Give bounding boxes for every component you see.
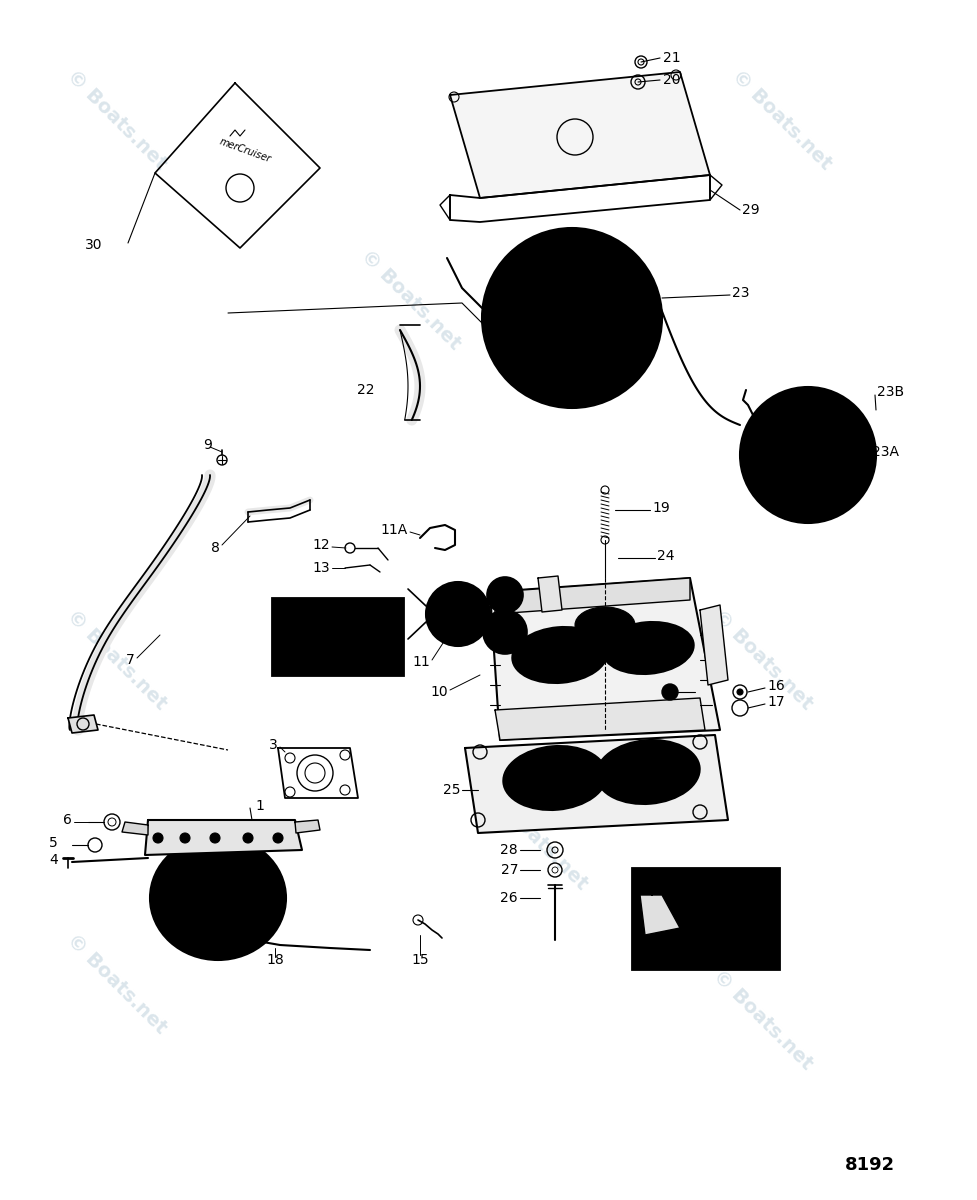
Text: © Boats.net: © Boats.net xyxy=(357,246,464,354)
Text: 30: 30 xyxy=(84,238,102,252)
Circle shape xyxy=(152,833,163,842)
Text: 10: 10 xyxy=(430,685,447,698)
Polygon shape xyxy=(494,578,690,614)
Text: 2: 2 xyxy=(700,868,708,882)
Text: 9: 9 xyxy=(203,438,212,452)
Circle shape xyxy=(740,386,875,523)
Text: 17: 17 xyxy=(766,695,784,709)
Circle shape xyxy=(210,833,220,842)
Text: 8192: 8192 xyxy=(844,1156,894,1174)
Text: 13: 13 xyxy=(312,560,329,575)
Polygon shape xyxy=(537,576,562,612)
Circle shape xyxy=(180,833,190,842)
Text: 18: 18 xyxy=(266,953,283,967)
Text: 23A: 23A xyxy=(871,445,898,458)
Text: 27: 27 xyxy=(500,863,518,877)
Text: 12: 12 xyxy=(312,538,329,552)
Circle shape xyxy=(737,689,743,695)
Text: 14: 14 xyxy=(319,613,337,626)
Text: 28: 28 xyxy=(500,842,518,857)
Text: 19: 19 xyxy=(652,502,669,515)
Text: 15: 15 xyxy=(410,953,428,967)
Text: 5: 5 xyxy=(49,836,58,850)
Circle shape xyxy=(636,271,649,283)
Text: 29: 29 xyxy=(742,203,759,217)
Circle shape xyxy=(494,271,506,283)
Text: 23: 23 xyxy=(731,286,748,300)
Circle shape xyxy=(242,833,253,842)
Text: 6: 6 xyxy=(64,814,72,827)
Circle shape xyxy=(426,582,489,646)
Text: 21: 21 xyxy=(662,52,680,65)
Ellipse shape xyxy=(596,740,700,804)
Bar xyxy=(631,868,780,970)
Bar xyxy=(272,598,404,676)
Polygon shape xyxy=(68,715,98,733)
Polygon shape xyxy=(449,72,709,198)
Text: 24: 24 xyxy=(657,550,674,563)
Circle shape xyxy=(482,228,661,408)
Ellipse shape xyxy=(502,746,607,810)
Circle shape xyxy=(567,313,576,323)
Text: 16: 16 xyxy=(766,679,784,692)
Text: 20: 20 xyxy=(662,73,680,88)
Circle shape xyxy=(803,451,811,458)
Ellipse shape xyxy=(574,607,634,643)
Text: 11: 11 xyxy=(412,655,430,670)
Ellipse shape xyxy=(512,626,608,683)
Polygon shape xyxy=(700,605,727,685)
Text: © Boats.net: © Boats.net xyxy=(708,606,816,714)
Circle shape xyxy=(487,577,523,613)
Circle shape xyxy=(494,353,506,365)
Text: © Boats.net: © Boats.net xyxy=(64,606,171,714)
Text: © Boats.net: © Boats.net xyxy=(728,66,835,174)
Text: 11A: 11A xyxy=(380,523,407,538)
Text: © Boats.net: © Boats.net xyxy=(708,966,816,1074)
Circle shape xyxy=(661,684,677,700)
Polygon shape xyxy=(464,734,727,833)
Text: 25: 25 xyxy=(442,782,459,797)
Polygon shape xyxy=(122,822,148,835)
Polygon shape xyxy=(295,820,319,833)
Text: © Boats.net: © Boats.net xyxy=(64,66,171,174)
Circle shape xyxy=(273,833,282,842)
Text: © Boats.net: © Boats.net xyxy=(64,930,171,1038)
Text: 8: 8 xyxy=(211,541,220,554)
Text: 3: 3 xyxy=(269,738,277,752)
Ellipse shape xyxy=(602,622,693,674)
Polygon shape xyxy=(145,820,302,854)
Text: 26: 26 xyxy=(500,890,518,905)
Polygon shape xyxy=(639,895,679,935)
Circle shape xyxy=(483,610,527,654)
Polygon shape xyxy=(494,698,704,740)
Circle shape xyxy=(636,353,649,365)
Text: 1: 1 xyxy=(255,799,264,814)
Text: © Boats.net: © Boats.net xyxy=(484,786,591,894)
Text: 7: 7 xyxy=(126,653,135,667)
Text: 4: 4 xyxy=(49,853,58,866)
Text: 22: 22 xyxy=(358,383,374,397)
Text: 23B: 23B xyxy=(876,385,903,398)
Text: merCruiser: merCruiser xyxy=(218,136,272,164)
Circle shape xyxy=(454,611,460,617)
Ellipse shape xyxy=(149,836,285,960)
Polygon shape xyxy=(489,578,719,740)
